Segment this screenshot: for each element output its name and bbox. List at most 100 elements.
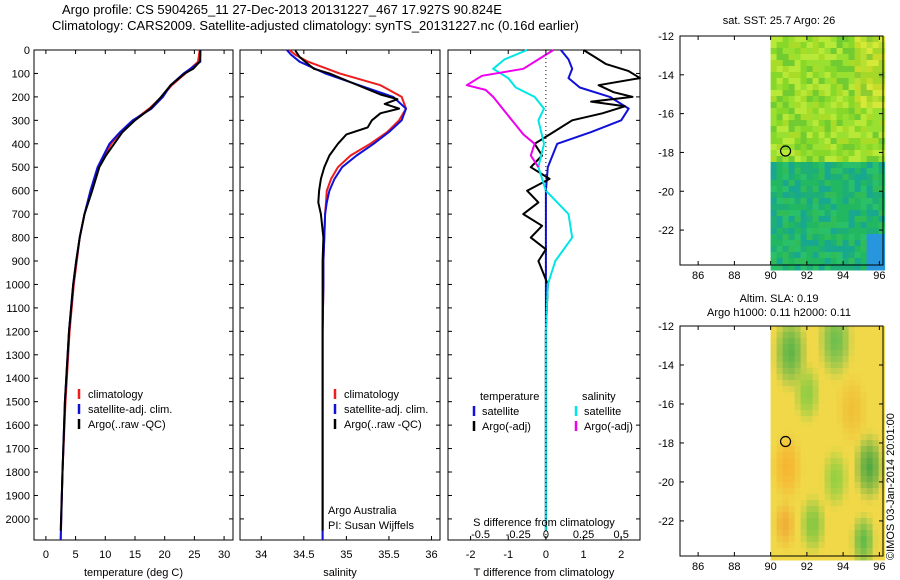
sst_map-cell bbox=[878, 90, 886, 97]
sst_map-cell bbox=[830, 72, 838, 79]
sla_map-cell bbox=[842, 374, 850, 381]
sla_map-cell bbox=[866, 446, 874, 453]
sla_map-cell bbox=[848, 464, 856, 471]
sst_map-cell bbox=[854, 96, 862, 103]
sla_map-cell bbox=[842, 356, 850, 363]
sst_map-cell bbox=[866, 174, 874, 181]
sst_map-cell bbox=[770, 36, 778, 43]
sla_map-cell bbox=[854, 488, 862, 495]
sla_map-cell bbox=[800, 434, 808, 441]
sla_map-cell bbox=[782, 548, 790, 555]
sst_map-cell bbox=[878, 114, 886, 121]
sla_map-cell bbox=[818, 488, 826, 495]
sst_map-cell bbox=[848, 204, 856, 211]
sst_map-cell bbox=[842, 162, 850, 169]
sla_map-cell bbox=[830, 368, 838, 375]
sst_map-cell bbox=[824, 204, 832, 211]
sst_map-cell bbox=[854, 132, 862, 139]
sst_map-cell bbox=[866, 138, 874, 145]
sst_map-cell bbox=[776, 174, 784, 181]
sst_map-cell bbox=[848, 108, 856, 115]
sla_map-cell bbox=[824, 554, 832, 561]
sst_map-cell bbox=[854, 168, 862, 175]
sla_map-cell bbox=[812, 476, 820, 483]
sst_map-cell bbox=[806, 192, 814, 199]
sst_map-cell bbox=[836, 90, 844, 97]
sst_map-cell bbox=[776, 216, 784, 223]
difference-series-1 bbox=[522, 49, 641, 531]
sst_map-cell bbox=[806, 84, 814, 91]
sla_map-cell bbox=[806, 398, 814, 405]
sla_map-cell bbox=[842, 362, 850, 369]
sla_map-cell bbox=[860, 458, 868, 465]
sst_map-cell bbox=[842, 210, 850, 217]
sst_map-cell bbox=[878, 264, 886, 271]
sst-map-title: sat. SST: 25.7 Argo: 26 bbox=[723, 15, 836, 27]
sst_map-cell bbox=[830, 66, 838, 73]
sst_map-cell bbox=[782, 240, 790, 247]
sla_map-cell bbox=[770, 362, 778, 369]
sst_map-cell bbox=[860, 66, 868, 73]
sla_map-cell bbox=[782, 386, 790, 393]
sst_map-cell bbox=[842, 150, 850, 157]
sst_map-cell bbox=[770, 144, 778, 151]
sst_map-cell bbox=[836, 252, 844, 259]
sst_map-cell bbox=[770, 210, 778, 217]
sla_map-cell bbox=[848, 458, 856, 465]
sla_map-cell bbox=[794, 332, 802, 339]
sst_map-xtick-label: 92 bbox=[801, 270, 813, 282]
sla_map-cell bbox=[830, 494, 838, 501]
sla_map-cell bbox=[848, 440, 856, 447]
sst_map-cell bbox=[872, 36, 880, 43]
sla_map-cell bbox=[770, 512, 778, 519]
sla_map-cell bbox=[830, 326, 838, 333]
sst_map-cell bbox=[776, 210, 784, 217]
sst_map-xtick-label: 96 bbox=[873, 270, 885, 282]
sla_map-cell bbox=[788, 500, 796, 507]
sla_map-cell bbox=[824, 518, 832, 525]
depth-tick-label: 1500 bbox=[6, 397, 30, 409]
sla_map-cell bbox=[782, 542, 790, 549]
sla_map-cell bbox=[818, 506, 826, 513]
sla_map-cell bbox=[818, 464, 826, 471]
sst_map-cell bbox=[848, 186, 856, 193]
sla_map-cell bbox=[794, 476, 802, 483]
sla_map-cell bbox=[776, 494, 784, 501]
sst_map-cell bbox=[794, 174, 802, 181]
sla_map-cell bbox=[806, 404, 814, 411]
sst_map-cell bbox=[812, 102, 820, 109]
sla_map-cell bbox=[818, 410, 826, 417]
sst_map-cell bbox=[842, 264, 850, 271]
sla_map-cell bbox=[770, 548, 778, 555]
sst_map-cell bbox=[776, 162, 784, 169]
sst_map-cell bbox=[866, 258, 874, 265]
sla_map-cell bbox=[842, 410, 850, 417]
sst_map-cell bbox=[800, 138, 808, 145]
sst_map-cell bbox=[872, 228, 880, 235]
sla_map-xtick-label: 86 bbox=[692, 561, 704, 573]
depth-tick-label: 1100 bbox=[6, 303, 30, 315]
sla_map-cell bbox=[878, 494, 886, 501]
sst_map-cell bbox=[812, 240, 820, 247]
sst_map-cell bbox=[788, 48, 796, 55]
sla_map-cell bbox=[776, 518, 784, 525]
sla_map-cell bbox=[782, 338, 790, 345]
sst_map-cell bbox=[782, 132, 790, 139]
sst_map-cell bbox=[878, 168, 886, 175]
sst_map-cell bbox=[830, 264, 838, 271]
sla_map-cell bbox=[770, 476, 778, 483]
sla_map-cell bbox=[872, 488, 880, 495]
salinity-frame bbox=[239, 49, 441, 541]
sla_map-cell bbox=[776, 512, 784, 519]
sla_map-cell bbox=[818, 470, 826, 477]
sst_map-cell bbox=[818, 132, 826, 139]
sla_map-cell bbox=[836, 350, 844, 357]
sla_map-cell bbox=[830, 452, 838, 459]
sla_map-cell bbox=[812, 512, 820, 519]
sla_map-cell bbox=[824, 464, 832, 471]
sla_map-cell bbox=[782, 380, 790, 387]
sst_map-cell bbox=[818, 60, 826, 67]
sla_map-cell bbox=[866, 380, 874, 387]
sla_map-cell bbox=[872, 470, 880, 477]
sst_map-cell bbox=[860, 120, 868, 127]
